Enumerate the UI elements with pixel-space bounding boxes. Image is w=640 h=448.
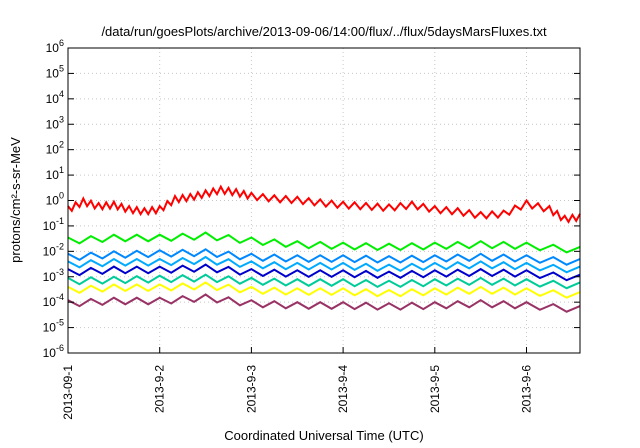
series-line-8 <box>67 293 581 313</box>
y-tick-label: 102 <box>46 140 64 157</box>
y-tick-label: 101 <box>46 165 64 182</box>
series-line-7 <box>67 281 581 299</box>
y-tick-label: 10-2 <box>43 241 64 258</box>
y-tick-label: 104 <box>46 89 64 106</box>
y-tick-label: 100 <box>46 191 64 208</box>
series-line-3 <box>67 248 581 266</box>
x-axis-label: Coordinated Universal Time (UTC) <box>224 428 423 443</box>
y-tick-label: 10-3 <box>43 267 64 284</box>
x-axis: 2013-09-1 2013-9-2 2013-9-3 2013-9-4 2013-9-… <box>61 347 534 420</box>
series-line-1 <box>67 184 581 224</box>
x-tick-label: 2013-9-3 <box>244 365 258 413</box>
series-layer <box>67 184 581 313</box>
y-axis: 10-6 10-5 10-4 10-3 10-2 10-1 100 101 102 103 104 1… <box>43 38 580 360</box>
series-line-5 <box>67 263 581 282</box>
y-tick-label: 10-5 <box>43 318 64 335</box>
y-tick-label: 106 <box>46 38 64 55</box>
chart-title: /data/run/goesPlots/archive/2013-09-06/1… <box>101 24 547 39</box>
x-tick-label: 2013-09-1 <box>61 365 75 420</box>
x-tick-label: 2013-9-5 <box>428 365 442 413</box>
x-tick-label: 2013-9-6 <box>520 365 534 413</box>
y-tick-label: 10-4 <box>43 292 64 309</box>
series-line-6 <box>67 273 581 290</box>
series-line-2 <box>67 231 581 254</box>
x-tick-label: 2013-9-2 <box>153 365 167 413</box>
grid-layer <box>68 48 580 353</box>
series-line-4 <box>67 255 581 274</box>
y-tick-label: 10-6 <box>43 343 64 360</box>
y-tick-label: 103 <box>46 114 64 131</box>
y-axis-label: protons/cm²-s-sr-MeV <box>8 137 23 263</box>
y-tick-label: 10-1 <box>43 216 64 233</box>
x-tick-label: 2013-9-4 <box>336 365 350 413</box>
y-tick-label: 105 <box>46 63 64 80</box>
